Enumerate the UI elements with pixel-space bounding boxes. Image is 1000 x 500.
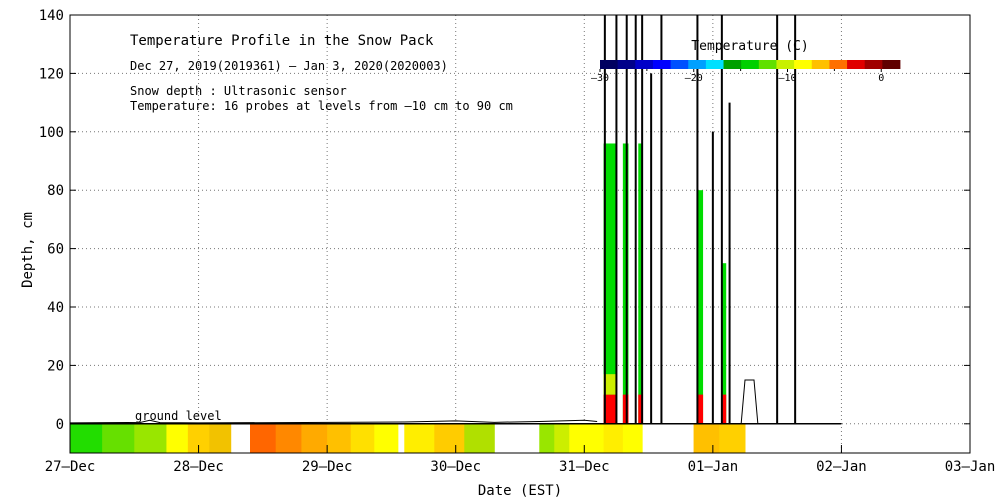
temperature-cell <box>622 423 643 453</box>
temperature-cell <box>275 423 302 453</box>
temperature-cells <box>70 143 746 453</box>
temperature-cell <box>693 423 720 453</box>
colorbar-swatch <box>776 60 795 69</box>
temperature-cell <box>374 423 399 453</box>
plot-frame <box>69 14 971 454</box>
colorbar-swatch <box>829 60 848 69</box>
y-tick-label: 80 <box>47 183 64 199</box>
x-tick-label: 27–Dec <box>45 459 96 475</box>
colorbar-title: Temperature (C) <box>691 39 808 54</box>
x-tick-label: 29–Dec <box>302 459 353 475</box>
temperature-cell <box>622 143 629 424</box>
y-tick-label: 100 <box>39 125 64 141</box>
colorbar-tick-label: 0 <box>878 73 884 84</box>
colorbar-swatch <box>688 60 707 69</box>
y-tick-label: 0 <box>56 417 64 433</box>
temperature-cell <box>327 423 352 453</box>
colorbar-swatch <box>635 60 654 69</box>
colorbar-swatch <box>882 60 901 69</box>
temperature-cell <box>622 394 629 424</box>
colorbar-tick-label: –20 <box>685 73 703 84</box>
temperature-cell <box>166 423 189 453</box>
colorbar-swatch <box>741 60 760 69</box>
colorbar-swatch <box>723 60 742 69</box>
temperature-cell <box>569 423 585 453</box>
colorbar-swatch <box>705 60 724 69</box>
temperature-cell <box>434 423 465 453</box>
colorbar-tick-label: –30 <box>591 73 609 84</box>
colorbar-swatch <box>652 60 671 69</box>
y-tick-label: 40 <box>47 300 64 316</box>
temperature-cell <box>554 423 570 453</box>
temperature-cell <box>350 423 375 453</box>
temperature-cell <box>638 394 643 424</box>
note-snow-depth: Snow depth : Ultrasonic sensor <box>130 84 347 98</box>
colorbar-swatch <box>847 60 866 69</box>
x-axis-title: Date (EST) <box>478 483 562 499</box>
colorbar-swatch <box>811 60 830 69</box>
temperature-cell <box>719 423 746 453</box>
x-tick-label: 01–Jan <box>688 459 739 475</box>
chart-title: Temperature Profile in the Snow Pack <box>130 33 434 49</box>
temperature-cell <box>697 190 704 424</box>
temperature-cell <box>638 143 643 424</box>
y-tick-label: 140 <box>39 8 64 24</box>
chart-subtitle: Dec 27, 2019(2019361) – Jan 3, 2020(2020… <box>130 59 448 73</box>
x-axis: 27–Dec 28–Dec 29–Dec 30–Dec 31–Dec 01–Jan 02–J… <box>45 445 996 475</box>
temperature-cell <box>603 394 617 424</box>
y-tick-label: 20 <box>47 358 64 374</box>
colorbar-swatch <box>670 60 689 69</box>
colorbar-tick-label: –10 <box>778 73 796 84</box>
x-tick-label: 28–Dec <box>173 459 224 475</box>
snow-depth-trace <box>69 15 842 425</box>
x-tick-label: 30–Dec <box>430 459 481 475</box>
temperature-cell <box>721 263 727 424</box>
ground-level-label: ground level <box>135 409 222 423</box>
temperature-cell <box>404 423 435 453</box>
colorbar-swatch <box>794 60 813 69</box>
x-tick-label: 31–Dec <box>559 459 610 475</box>
y-axis: 0 20 40 60 80 100 120 140 <box>39 8 970 433</box>
temperature-cell <box>603 374 617 395</box>
colorbar-swatch <box>864 60 883 69</box>
temperature-cell <box>209 423 232 453</box>
x-tick-label: 02–Jan <box>816 459 867 475</box>
temperature-cell <box>102 423 135 453</box>
colorbar-swatch <box>617 60 636 69</box>
temperature-cell <box>539 423 555 453</box>
temperature-cell <box>603 143 617 424</box>
temperature-cell <box>187 423 210 453</box>
temperature-cell <box>250 423 277 453</box>
temperature-cell <box>70 423 103 453</box>
temperature-cell <box>584 423 605 453</box>
x-tick-label: 03–Jan <box>945 459 996 475</box>
temperature-cell <box>721 394 727 424</box>
snow-depth-line <box>69 419 598 424</box>
snow-depth-bump <box>740 379 759 424</box>
y-axis-title: Depth, cm <box>20 212 36 288</box>
y-tick-label: 60 <box>47 242 64 258</box>
colorbar-swatch <box>758 60 777 69</box>
temperature-cell <box>603 423 624 453</box>
colorbar-swatch <box>600 60 619 69</box>
note-temperature: Temperature: 16 probes at levels from –1… <box>130 99 513 113</box>
temperature-cell <box>301 423 328 453</box>
y-tick-label: 120 <box>39 66 64 82</box>
temperature-cell <box>697 394 704 424</box>
temperature-cell <box>134 423 167 453</box>
colorbar: Temperature (C) –30 –20 –10 0 <box>591 39 901 84</box>
temperature-cell <box>464 423 495 453</box>
